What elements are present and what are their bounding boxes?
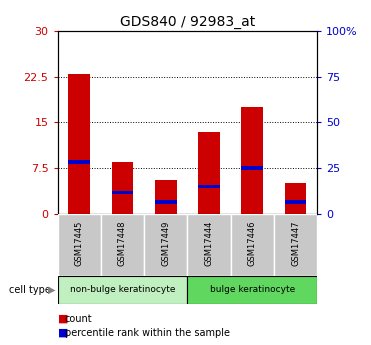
- Bar: [285, 200, 306, 204]
- Text: GSM17447: GSM17447: [291, 221, 300, 266]
- Bar: [187, 276, 317, 304]
- Text: count: count: [65, 314, 92, 324]
- Bar: [68, 160, 90, 164]
- Bar: [68, 74, 90, 214]
- Bar: [242, 166, 263, 170]
- Bar: [155, 180, 177, 214]
- Bar: [101, 214, 144, 276]
- Text: GSM17445: GSM17445: [75, 221, 83, 266]
- Text: non-bulge keratinocyte: non-bulge keratinocyte: [70, 285, 175, 294]
- Bar: [58, 214, 101, 276]
- Bar: [285, 184, 306, 214]
- Bar: [198, 185, 220, 188]
- Text: GSM17444: GSM17444: [204, 221, 213, 266]
- Bar: [198, 132, 220, 214]
- Text: ■: ■: [58, 314, 68, 324]
- Text: bulge keratinocyte: bulge keratinocyte: [210, 285, 295, 294]
- Text: GSM17448: GSM17448: [118, 221, 127, 266]
- Bar: [187, 214, 231, 276]
- Bar: [155, 200, 177, 204]
- Bar: [112, 162, 133, 214]
- Title: GDS840 / 92983_at: GDS840 / 92983_at: [120, 14, 255, 29]
- Bar: [144, 214, 187, 276]
- Text: GSM17449: GSM17449: [161, 221, 170, 266]
- Text: cell type: cell type: [9, 285, 54, 295]
- Bar: [112, 191, 133, 194]
- Bar: [274, 214, 317, 276]
- Bar: [242, 107, 263, 214]
- Text: GSM17446: GSM17446: [248, 221, 257, 266]
- Bar: [231, 214, 274, 276]
- Text: ▶: ▶: [48, 285, 56, 295]
- Text: ■: ■: [58, 328, 68, 338]
- Text: percentile rank within the sample: percentile rank within the sample: [65, 328, 230, 338]
- Bar: [58, 276, 187, 304]
